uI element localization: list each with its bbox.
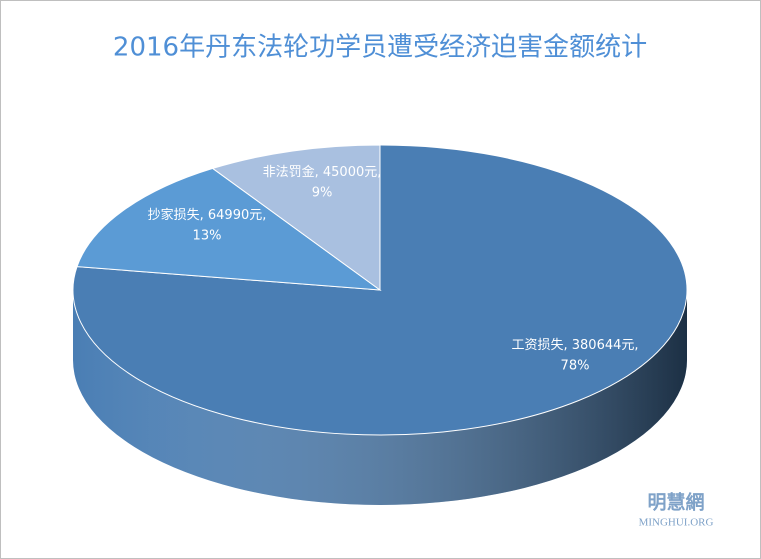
pie-slice (211, 144, 381, 291)
label-separator: , (377, 165, 381, 180)
chart-title: 2016年丹东法轮功学员遭受经济迫害金额统计 (113, 33, 647, 63)
label-percent: 13% (193, 229, 222, 244)
data-label: 抄家损失, 64990元, (148, 207, 267, 223)
label-percent: 9% (312, 186, 333, 201)
label-category: 非法罚金 (263, 164, 315, 180)
label-separator: , (262, 208, 266, 223)
data-label: 非法罚金, 45000元, (263, 164, 382, 180)
label-category: 工资损失 (511, 338, 563, 353)
label-value: 45000元 (323, 165, 377, 180)
label-separator: , (200, 208, 208, 223)
label-separator: , (634, 338, 638, 353)
watermark-site: MINGHUI.ORG (639, 517, 714, 529)
label-separator: , (563, 338, 571, 353)
data-label: 工资损失, 380644元, (511, 338, 638, 353)
pie: 工资损失, 380644元, 78% 抄家损失, 64990元, 13% 非法罚金,… (72, 144, 688, 505)
label-separator: , (315, 165, 323, 180)
pie-side-shade (73, 290, 687, 505)
label-percent: 78% (561, 359, 590, 374)
label-value: 380644元 (572, 338, 635, 353)
label-category: 抄家损失 (148, 207, 200, 223)
label-value: 64990元 (208, 208, 262, 223)
pie-slice (76, 167, 382, 291)
watermark-name: 明慧網 (647, 491, 704, 514)
